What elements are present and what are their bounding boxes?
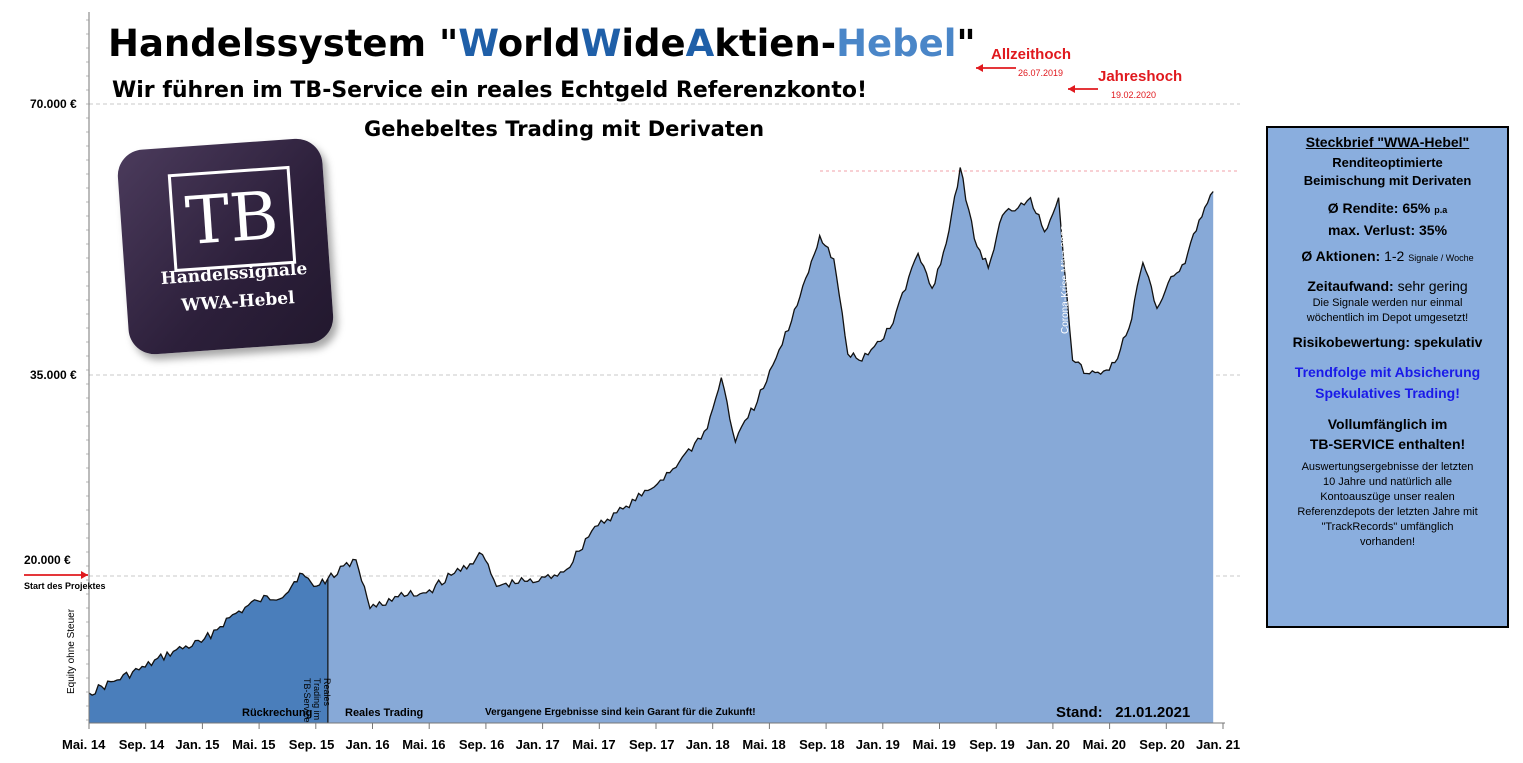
tb-logo: TB Handelssignale WWA-Hebel	[115, 137, 335, 358]
jahreshoch-label: Jahreshoch	[1098, 68, 1183, 85]
x-tick-label: Jan. 18	[685, 737, 730, 752]
info-line: Die Signale werden nur einmal	[1312, 297, 1463, 309]
info-line: Renditeoptimierte	[1332, 155, 1443, 170]
x-tick-label: Jan. 15	[175, 737, 220, 752]
allzeithoch-date: 26.07.2019	[1018, 68, 1064, 78]
info-risiko: Risikobewertung: spekulativ	[1292, 334, 1483, 350]
series-area	[89, 573, 328, 723]
x-tick-label: Mai. 14	[62, 737, 106, 752]
info-aktionen: Ø Aktionen: 1-2 Signale / Woche	[1301, 248, 1474, 264]
x-tick-label: Mai. 18	[742, 737, 786, 752]
x-tick-label: Mai. 20	[1082, 737, 1126, 752]
allzeithoch-arrow-head	[976, 64, 983, 72]
info-trend: Trendfolge mit Absicherung	[1294, 364, 1481, 380]
x-tick-label: Sep. 17	[629, 737, 675, 752]
x-tick-label: Mai. 16	[402, 737, 446, 752]
x-tick-label: Sep. 16	[458, 737, 505, 752]
series-line	[327, 167, 1214, 610]
info-heading: Steckbrief "WWA-Hebel"	[1305, 134, 1470, 150]
info-line: Beimischung mit Derivaten	[1303, 173, 1472, 188]
x-tick-label: Sep. 15	[288, 737, 335, 752]
x-tick-label: Jan. 17	[515, 737, 560, 752]
x-tick-label: Mai. 15	[232, 737, 276, 752]
x-tick-label: Sep. 14	[118, 737, 165, 752]
logo-box-text: TB	[167, 165, 297, 273]
disclaimer: Vergangene Ergebnisse sind kein Garant f…	[485, 707, 756, 718]
series-line	[88, 572, 329, 696]
info-line: Kontoauszüge unser realen	[1320, 491, 1455, 503]
info-box: Steckbrief "WWA-Hebel" Renditeoptimierte…	[1266, 126, 1509, 628]
y-tick-label: 70.000 €	[30, 97, 77, 111]
x-tick-label: Mai. 17	[572, 737, 616, 752]
info-line: wöchentlich im Depot umgesetzt!	[1306, 312, 1469, 324]
stand-date: Stand: 21.01.2021	[1056, 704, 1191, 721]
info-voll: Vollumfänglich im	[1327, 416, 1448, 432]
info-voll: TB-SERVICE enthalten!	[1309, 436, 1466, 452]
chart-subtitle: Wir führen im TB-Service ein reales Echt…	[112, 78, 868, 103]
reales-trading-label: Reales Trading	[345, 707, 424, 719]
jahreshoch-arrow-head	[1068, 85, 1075, 93]
y-tick-label: 20.000 €	[24, 553, 71, 567]
chart-subtitle-2: Gehebeltes Trading mit Derivaten	[364, 117, 765, 141]
x-tick-label: Mai. 19	[912, 737, 956, 752]
info-verlust: max. Verlust: 35%	[1327, 222, 1448, 238]
info-line: vorhanden!	[1359, 536, 1416, 548]
info-line: Auswertungsergebnisse der letzten	[1301, 461, 1474, 473]
series-area	[327, 167, 1214, 723]
allzeithoch-label: Allzeithoch	[991, 46, 1072, 63]
start-label: Start des Projektes	[24, 581, 106, 591]
corona-note: Corona-Krise März 2020	[1060, 225, 1071, 334]
info-line: 10 Jahre und natürlich alle	[1322, 476, 1453, 488]
rueckrechnung-label: Rückrechung	[242, 707, 313, 719]
chart-title: Handelssystem "WorldWideAktien-Hebel"	[108, 22, 976, 65]
start-arrow-head	[81, 571, 88, 579]
info-line: "TrackRecords" umfänglich	[1321, 521, 1454, 533]
equity-label: Equity ohne Steuer	[66, 608, 77, 694]
x-tick-label: Jan. 20	[1025, 737, 1070, 752]
info-rendite: Ø Rendite: 65% p.a	[1327, 200, 1448, 216]
info-line: Referenzdepots der letzten Jahre mit	[1297, 506, 1478, 518]
x-tick-label: Sep. 20	[1139, 737, 1185, 752]
info-zeit: Zeitaufwand: sehr gering	[1307, 278, 1468, 294]
jahreshoch-date: 19.02.2020	[1111, 90, 1157, 100]
y-tick-label: 35.000 €	[30, 368, 77, 382]
x-tick-label: Sep. 19	[969, 737, 1015, 752]
x-tick-label: Jan. 21	[1196, 737, 1241, 752]
x-tick-label: Jan. 16	[345, 737, 390, 752]
info-trend: Spekulatives Trading!	[1315, 385, 1460, 401]
x-tick-label: Jan. 19	[855, 737, 900, 752]
x-tick-label: Sep. 18	[799, 737, 845, 752]
